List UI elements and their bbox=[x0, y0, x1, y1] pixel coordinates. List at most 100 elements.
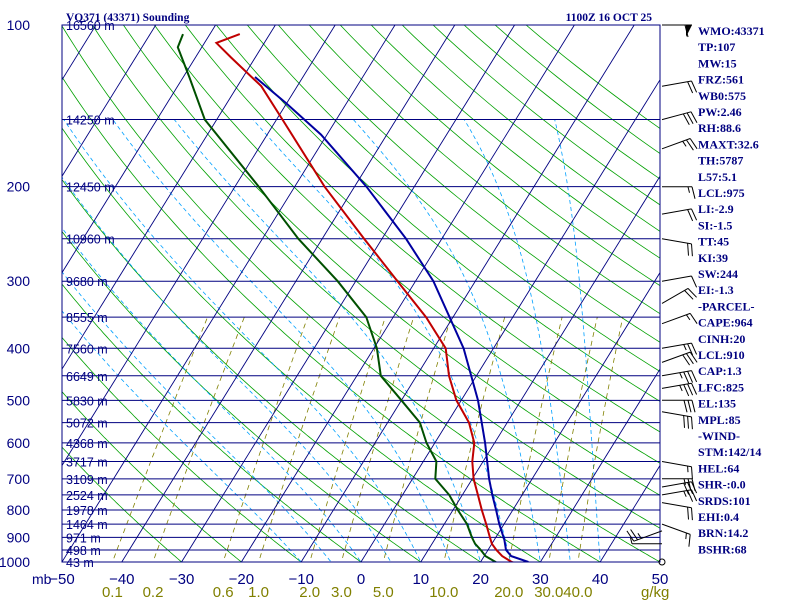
dry-adiabat bbox=[123, 25, 660, 496]
index-entry: CINH:20 bbox=[698, 332, 745, 346]
height-label: 16560 m bbox=[66, 19, 115, 33]
height-label: 14250 m bbox=[66, 114, 115, 128]
stability-indices: WMO:43371 TP:107 MW:15 FRZ:561 WB0:575 PW:2.4… bbox=[698, 24, 765, 556]
height-label: 10960 m bbox=[66, 233, 115, 247]
barb-staff bbox=[661, 523, 691, 535]
pressure-tick-label: 500 bbox=[7, 392, 31, 408]
height-label: 4368 m bbox=[66, 437, 108, 451]
barb-full bbox=[691, 400, 696, 413]
dry-adiabat bbox=[308, 25, 660, 315]
barb-half bbox=[683, 478, 686, 485]
wind-barb bbox=[661, 411, 693, 430]
dew-point-line bbox=[176, 33, 498, 562]
barb-full bbox=[691, 80, 698, 93]
barb-half bbox=[679, 385, 683, 392]
wind-barb bbox=[661, 208, 698, 222]
mixing-ratio-label: 3.0 bbox=[331, 584, 352, 600]
dry-adiabat bbox=[62, 230, 422, 562]
index-entry: MPL:85 bbox=[698, 413, 741, 427]
dry-adiabat bbox=[154, 25, 660, 464]
barb-full bbox=[685, 139, 694, 151]
wind-barb bbox=[662, 186, 696, 199]
dry-adiabat bbox=[215, 25, 660, 402]
isotherm bbox=[121, 25, 456, 562]
calm-circle bbox=[658, 558, 666, 566]
barb-full bbox=[683, 371, 690, 384]
barb-staff bbox=[633, 530, 663, 542]
barb-full bbox=[691, 416, 693, 430]
moist-adiabat bbox=[112, 119, 452, 562]
barb-full bbox=[691, 466, 693, 480]
wind-barb bbox=[661, 342, 698, 356]
index-entry: EL:135 bbox=[698, 397, 736, 411]
index-entry: TH:5787 bbox=[698, 154, 743, 168]
station-title: VQ371 (43371) Sounding bbox=[66, 12, 190, 24]
barb-full bbox=[689, 138, 698, 150]
barb-half bbox=[637, 533, 642, 539]
barb-staff bbox=[661, 342, 692, 349]
barb-staff bbox=[661, 461, 692, 468]
index-entry: STM:142/14 bbox=[698, 445, 761, 459]
dry-adiabat bbox=[92, 25, 660, 529]
height-label: 43 m bbox=[66, 556, 94, 570]
barb-staff bbox=[661, 138, 691, 150]
barb-half bbox=[679, 372, 683, 379]
barb-staff bbox=[661, 370, 692, 377]
barb-staff bbox=[661, 481, 692, 488]
barb-staff bbox=[661, 111, 692, 121]
barb-staff bbox=[661, 489, 692, 496]
mixing-ratio-line bbox=[222, 317, 309, 562]
barb-full bbox=[691, 489, 698, 502]
wind-barb bbox=[661, 502, 693, 521]
dry-adiabat bbox=[62, 336, 302, 562]
barb-half bbox=[682, 141, 687, 147]
dry-adiabat bbox=[184, 25, 660, 433]
wind-barb bbox=[661, 275, 698, 288]
index-entry: LFC:825 bbox=[698, 380, 744, 394]
barb-full bbox=[687, 343, 694, 356]
index-entry: CAP:1.3 bbox=[698, 364, 742, 378]
observation-time: 1100Z 16 OCT 25 bbox=[566, 12, 653, 24]
barb-full bbox=[688, 534, 691, 547]
dry-adiabat bbox=[370, 25, 660, 259]
mixing-ratio-line bbox=[111, 317, 208, 562]
mixing-ratio-line bbox=[258, 317, 340, 562]
height-label: 1978 m bbox=[66, 504, 108, 518]
barb-full bbox=[684, 290, 694, 300]
barb-full bbox=[691, 370, 698, 383]
index-entry: L57:5.1 bbox=[698, 170, 737, 184]
barb-full bbox=[687, 482, 694, 495]
moist-adiabat bbox=[353, 119, 541, 562]
barb-staff bbox=[661, 382, 692, 389]
dry-adiabat bbox=[62, 391, 243, 562]
wind-barb bbox=[661, 489, 698, 502]
wind-barb bbox=[661, 138, 698, 151]
pressure-tick-label: 200 bbox=[7, 179, 31, 195]
isotherm bbox=[62, 25, 217, 274]
mixing-ratio-line bbox=[309, 317, 386, 562]
wind-barb bbox=[661, 351, 698, 366]
wind-barb bbox=[661, 111, 698, 125]
isotherm bbox=[62, 25, 396, 562]
height-label: 6649 m bbox=[66, 370, 108, 384]
mixing-ratio-line bbox=[548, 317, 598, 562]
dry-adiabat bbox=[339, 25, 660, 287]
barb-full bbox=[687, 81, 694, 94]
temperature-tick-label: 0 bbox=[357, 571, 365, 588]
isotherm bbox=[300, 25, 635, 562]
height-label: 8555 m bbox=[66, 311, 108, 325]
moist-adiabat bbox=[62, 227, 362, 562]
index-entry: EI:-1.3 bbox=[698, 283, 734, 297]
temperature-tick-label: 40 bbox=[592, 571, 609, 588]
barb-full bbox=[691, 208, 698, 221]
barb-half bbox=[687, 186, 690, 193]
barb-full bbox=[686, 112, 694, 124]
barb-full bbox=[683, 415, 685, 428]
barb-full bbox=[682, 113, 690, 125]
barb-full bbox=[687, 507, 689, 520]
wind-barb bbox=[662, 399, 696, 413]
mixing-ratio-unit-label: g/kg bbox=[641, 584, 669, 600]
index-entry: FRZ:561 bbox=[698, 73, 744, 87]
